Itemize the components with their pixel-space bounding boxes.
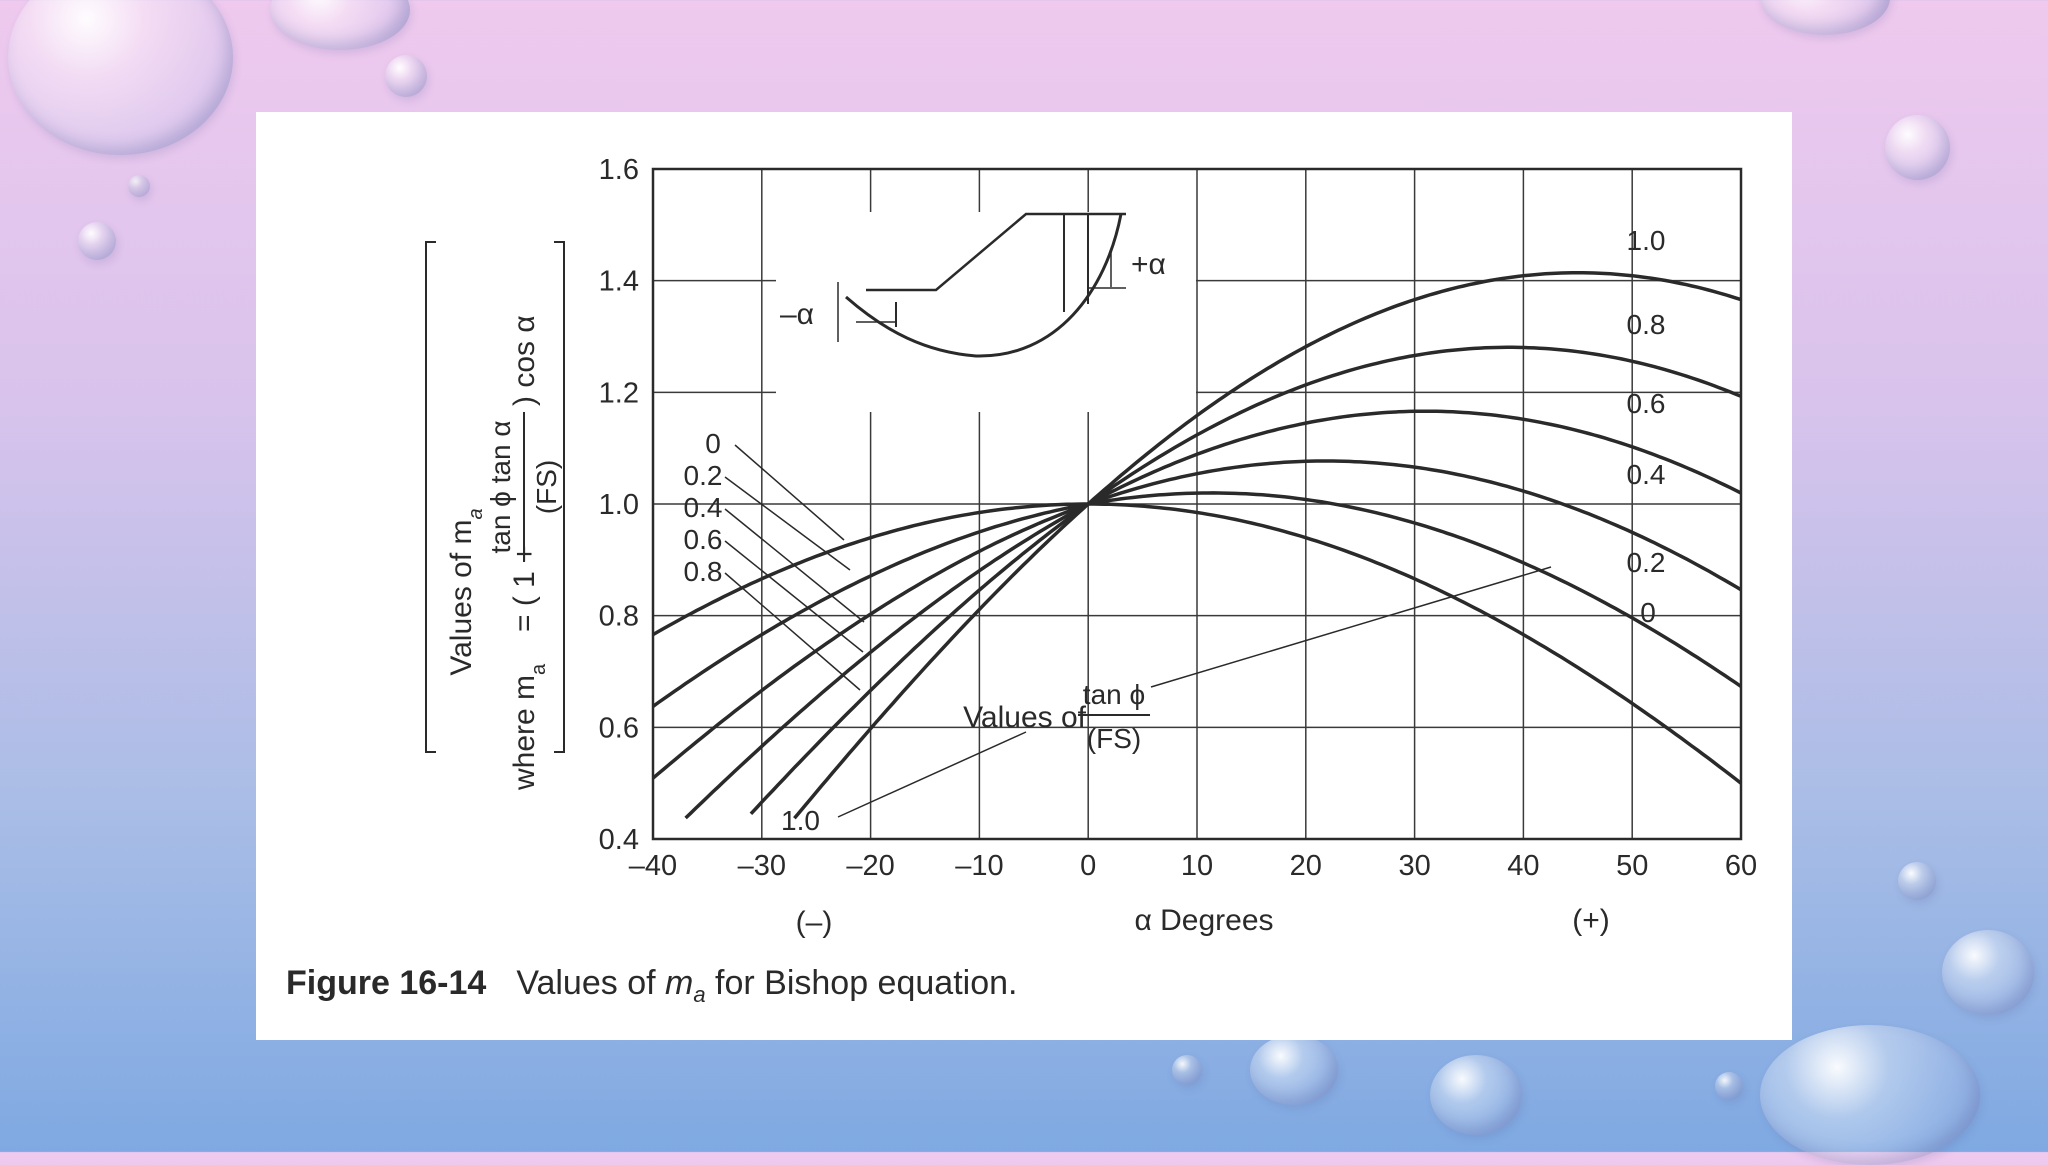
water-drop bbox=[1715, 1072, 1743, 1100]
y-tick-label: 1.4 bbox=[599, 266, 639, 298]
y-tick-label: 1.0 bbox=[599, 489, 639, 521]
water-drop bbox=[8, 0, 233, 155]
formula-where: where ma bbox=[508, 663, 550, 791]
water-drop bbox=[1760, 0, 1890, 35]
x-axis-label: α Degrees bbox=[1134, 904, 1273, 937]
series-line-0-8 bbox=[749, 345, 1742, 816]
right-curve-label: 0 bbox=[1640, 597, 1656, 628]
annotation-numerator: tan ϕ bbox=[1083, 679, 1145, 710]
series-line-0 bbox=[652, 502, 1743, 785]
x-tick-label: 60 bbox=[1725, 850, 1757, 882]
x-tick-label: 50 bbox=[1616, 850, 1648, 882]
figure-caption: Figure 16-14 Values of ma for Bishop equa… bbox=[286, 964, 1017, 1008]
plot-frame bbox=[651, 167, 1743, 841]
figure-panel: –40 –30 –20 –10 0 10 20 30 40 50 60 0.4 0.6 0.8 1.0 1.2… bbox=[256, 112, 1792, 1040]
left-label-leader bbox=[734, 444, 845, 541]
y-tick-label: 0.6 bbox=[599, 712, 639, 744]
bracket-outer bbox=[554, 241, 565, 753]
x-tick-label: –40 bbox=[629, 850, 677, 882]
water-drop bbox=[1760, 1025, 1980, 1165]
y-tick-label: 0.8 bbox=[599, 601, 639, 633]
x-tick-label: 40 bbox=[1507, 850, 1539, 882]
water-drop bbox=[1898, 862, 1936, 900]
inset-background bbox=[776, 212, 1196, 412]
series-line-0-2 bbox=[651, 491, 1743, 708]
series-line-0-4 bbox=[651, 459, 1742, 780]
series-line-1-0 bbox=[793, 270, 1742, 820]
x-tick-label: 0 bbox=[1080, 850, 1096, 882]
water-drop bbox=[385, 55, 427, 97]
left-curve-label: 0.8 bbox=[684, 556, 723, 587]
formula-tail: ) cos α bbox=[508, 315, 541, 406]
right-curve-label: 0.6 bbox=[1627, 388, 1666, 419]
left-curve-label: 0 bbox=[705, 428, 721, 459]
curves bbox=[651, 270, 1743, 820]
bishop-ma-chart: –40 –30 –20 –10 0 10 20 30 40 50 600.40.60.81.01.2… bbox=[425, 154, 1757, 939]
caption-variable: ma bbox=[665, 964, 706, 1007]
inset-minus-alpha-label: –α bbox=[780, 298, 814, 331]
x-tick-label: 10 bbox=[1181, 850, 1213, 882]
left-curve-label: 0.2 bbox=[684, 460, 723, 491]
left-curve-labels: 00.20.40.60.8 bbox=[684, 428, 865, 691]
tick-labels: –40 –30 –20 –10 0 10 20 30 40 50 600.40.60.81.01.2… bbox=[599, 154, 1757, 882]
positive-sign-label: (+) bbox=[1572, 904, 1610, 937]
caption-text-post: for Bishop equation. bbox=[705, 964, 1018, 1002]
x-tick-label: 20 bbox=[1290, 850, 1322, 882]
water-drop bbox=[1885, 115, 1950, 180]
left-label-leader bbox=[724, 508, 865, 623]
annotation-values-of: Values of bbox=[963, 701, 1087, 734]
y-tick-label: 0.4 bbox=[599, 824, 639, 856]
y-tick-label: 1.2 bbox=[599, 377, 639, 409]
series-line-0-6 bbox=[684, 409, 1742, 820]
left-label-leader bbox=[724, 572, 861, 691]
water-drop bbox=[1942, 930, 2034, 1015]
left-label-leader bbox=[724, 476, 851, 571]
slope-surface bbox=[866, 212, 1126, 292]
left-label-leader bbox=[724, 540, 864, 653]
left-curve-label: 0.4 bbox=[684, 492, 723, 523]
water-drop bbox=[1430, 1055, 1522, 1135]
x-tick-label: 30 bbox=[1398, 850, 1430, 882]
bottom-curve-label: 1.0 bbox=[781, 805, 820, 836]
annotation-denominator: (FS) bbox=[1087, 723, 1141, 754]
slip-circle bbox=[845, 213, 1123, 358]
x-tick-label: –30 bbox=[738, 850, 786, 882]
left-curve-label: 0.6 bbox=[684, 524, 723, 555]
right-curve-label: 0.2 bbox=[1627, 547, 1666, 578]
water-drop bbox=[1172, 1055, 1202, 1085]
water-drop bbox=[78, 222, 116, 260]
inset-plus-alpha-label: +α bbox=[1131, 248, 1166, 281]
bracket-outer bbox=[425, 241, 436, 753]
formula-numerator: tan ϕ tan α bbox=[485, 420, 516, 553]
x-tick-label: –20 bbox=[846, 850, 894, 882]
right-curve-label: 0.8 bbox=[1627, 309, 1666, 340]
water-drop bbox=[1250, 1035, 1338, 1105]
formula-block: where ma = ( 1 + tan ϕ tan α (FS) ) cos … bbox=[485, 315, 562, 791]
slope-inset bbox=[776, 212, 1196, 412]
caption-text-pre: Values of bbox=[516, 964, 665, 1002]
formula-denominator: (FS) bbox=[531, 460, 562, 514]
water-drop bbox=[128, 175, 150, 197]
y-axis-label: Values of ma bbox=[445, 508, 487, 675]
annotation-leader bbox=[1150, 566, 1552, 688]
right-curve-label: 1.0 bbox=[1627, 225, 1666, 256]
figure-number: Figure 16-14 bbox=[286, 964, 487, 1002]
right-curve-label: 0.4 bbox=[1627, 459, 1666, 490]
annotation-leader bbox=[837, 731, 1027, 818]
x-tick-label: –10 bbox=[955, 850, 1003, 882]
right-curve-labels: 1.0 0.8 0.6 0.4 0.2 0 bbox=[1627, 225, 1666, 628]
y-tick-label: 1.6 bbox=[599, 154, 639, 186]
negative-sign-label: (–) bbox=[796, 906, 833, 939]
water-drop bbox=[270, 0, 410, 50]
